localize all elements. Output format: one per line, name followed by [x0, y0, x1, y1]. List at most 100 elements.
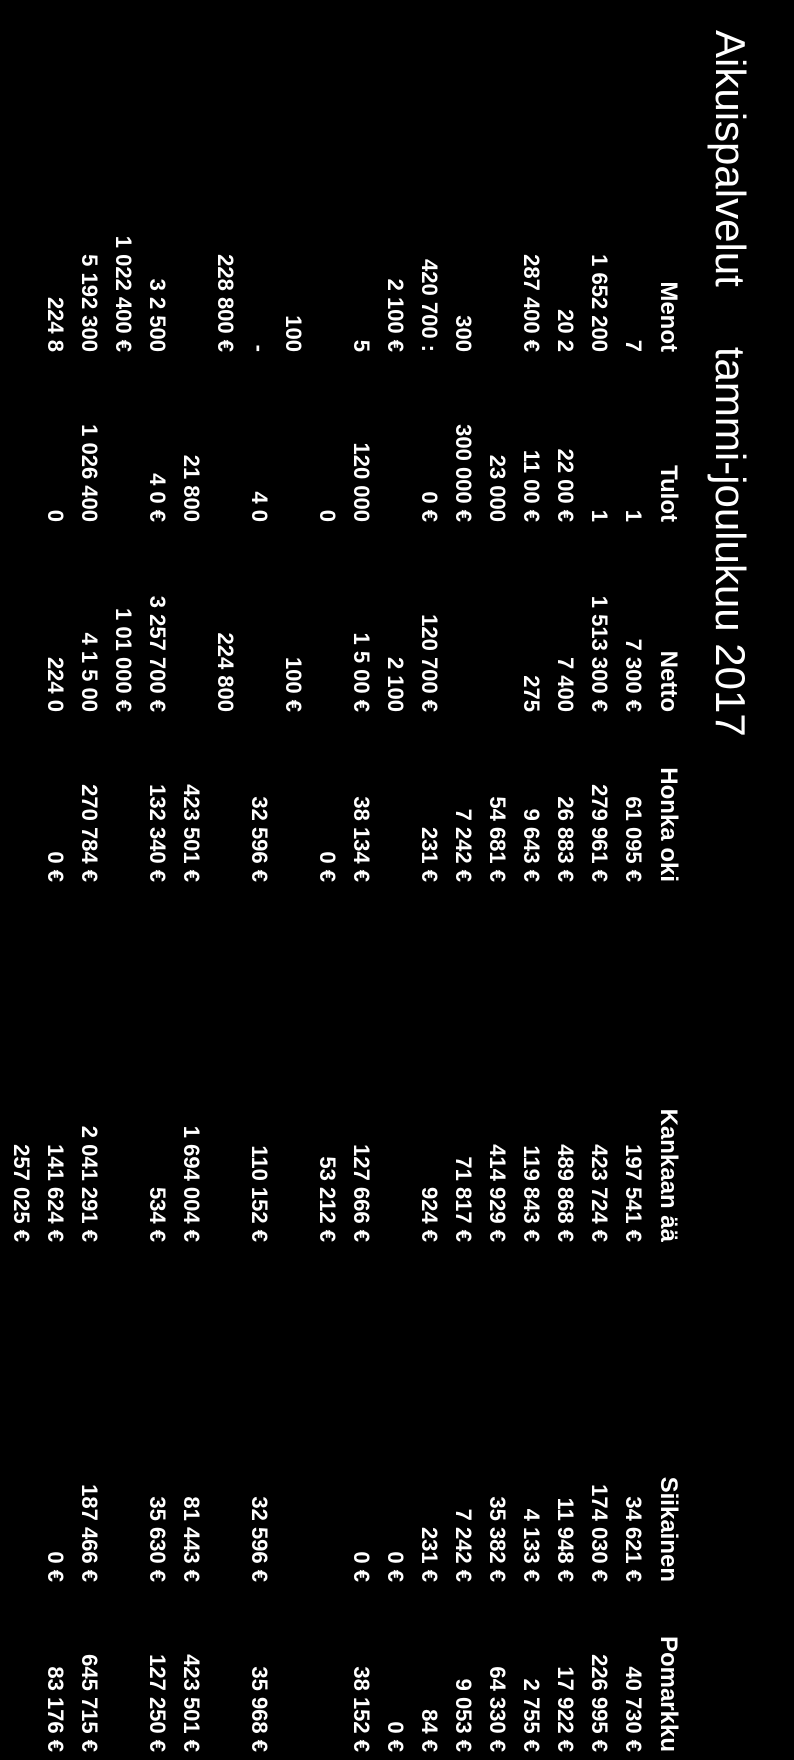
value-cell	[310, 530, 344, 720]
table-row: 23 00054 681 €414 929 €35 382 €64 330 €	[480, 30, 514, 1760]
table-row: -4 032 596 €110 152 €32 596 €35 968 €	[242, 30, 276, 1760]
value-cell	[4, 1250, 38, 1420]
value-cell: 287 400 €	[514, 170, 548, 360]
row-label-cell	[72, 30, 106, 170]
table-row: 00 €53 212 €	[310, 30, 344, 1760]
header-honka: Honka oki	[650, 720, 686, 890]
value-cell: 0 €	[38, 1420, 72, 1590]
table-row: 717 300 €61 095 €197 541 €34 621 €40 730…	[616, 30, 650, 1760]
row-label-cell	[480, 30, 514, 170]
header-gap1	[650, 890, 686, 1060]
value-cell	[412, 890, 446, 1060]
value-cell: 1 €	[0, 360, 4, 530]
value-cell	[480, 890, 514, 1060]
title-row: Aikuispalvelut tammi-joulukuu 2017	[706, 30, 754, 1705]
value-cell: 7 400	[548, 530, 582, 720]
value-cell	[446, 530, 480, 720]
value-cell: 81 443 €	[174, 1420, 208, 1590]
table-row: 420 700 :0 €120 700 €231 €924 €231 €84 €	[412, 30, 446, 1760]
value-cell: 1	[582, 360, 616, 530]
value-cell: 100	[276, 170, 310, 360]
value-cell: 20 2	[548, 170, 582, 360]
row-label-cell	[242, 30, 276, 170]
value-cell	[378, 890, 412, 1060]
value-cell	[38, 1250, 72, 1420]
table-body: 717 300 €61 095 €197 541 €34 621 €40 730…	[0, 30, 650, 1760]
row-label-cell	[514, 30, 548, 170]
value-cell	[310, 890, 344, 1060]
value-cell	[208, 360, 242, 530]
value-cell	[72, 1250, 106, 1420]
value-cell	[276, 890, 310, 1060]
table-row: 287 400 €11 00 €2759 643 €119 843 €4 133…	[514, 30, 548, 1760]
value-cell: 1 026 400	[72, 360, 106, 530]
value-cell: 22 00 €	[548, 360, 582, 530]
value-cell: 4 133 €	[514, 1420, 548, 1590]
value-cell: 120 700 €	[412, 530, 446, 720]
value-cell	[4, 170, 38, 360]
value-cell: 132 340 €	[140, 720, 174, 890]
value-cell: 11 948 €	[548, 1420, 582, 1590]
value-cell	[0, 1060, 4, 1250]
value-cell	[174, 530, 208, 720]
table-row: 21 800423 501 €1 694 004 €81 443 €423 50…	[174, 30, 208, 1760]
value-cell: 1 652 200	[582, 170, 616, 360]
value-cell	[106, 720, 140, 890]
value-cell	[38, 890, 72, 1060]
value-cell: 300 000 €	[446, 360, 480, 530]
value-cell: 53 212 €	[310, 1060, 344, 1250]
value-cell: 420 700 :	[412, 170, 446, 360]
value-cell: 447 €	[0, 530, 4, 720]
value-cell	[514, 890, 548, 1060]
header-blank	[650, 30, 686, 170]
value-cell	[4, 530, 38, 720]
value-cell: 141 624 €	[38, 1060, 72, 1250]
table-row: 3 2 5004 0 €3 257 700 €132 340 €534 €35 …	[140, 30, 174, 1760]
value-cell: 1 01 000 €	[106, 530, 140, 720]
value-cell	[276, 1250, 310, 1420]
table-row: 20 222 00 €7 40026 883 €489 868 €11 948 …	[548, 30, 582, 1760]
value-cell	[276, 720, 310, 890]
value-cell	[616, 1250, 650, 1420]
value-cell	[446, 1250, 480, 1420]
table-row: 224 80224 00 €141 624 €0 €83 176 €	[38, 30, 72, 1760]
header-tulot: Tulot	[650, 360, 686, 530]
value-cell: 1 022 400 €	[106, 170, 140, 360]
value-cell	[72, 890, 106, 1060]
table-row: 5120 0001 5 00 €38 134 €127 666 €0 €38 1…	[344, 30, 378, 1760]
report-page: Aikuispalvelut tammi-joulukuu 2017 Menot…	[0, 0, 794, 1735]
row-label-cell	[548, 30, 582, 170]
value-cell: 4 0 €	[140, 360, 174, 530]
value-cell	[514, 1250, 548, 1420]
value-cell	[0, 1250, 4, 1420]
value-cell	[310, 1250, 344, 1420]
value-cell: 32 596 €	[242, 1420, 276, 1590]
value-cell: 0 €	[38, 720, 72, 890]
value-cell: 423 501 €	[174, 720, 208, 890]
value-cell	[174, 890, 208, 1060]
value-cell: 54 681 €	[480, 720, 514, 890]
value-cell: 13 410 €	[0, 1420, 4, 1590]
value-cell	[4, 360, 38, 530]
value-cell	[208, 890, 242, 1060]
value-cell: 224 0	[38, 530, 72, 720]
value-cell	[548, 1250, 582, 1420]
value-cell	[208, 1060, 242, 1250]
value-cell	[344, 1250, 378, 1420]
value-cell: 228 800 €	[208, 170, 242, 360]
value-cell: 26 883 €	[548, 720, 582, 890]
value-cell: 300	[446, 170, 480, 360]
row-label-cell	[412, 30, 446, 170]
value-cell: 2 100	[378, 530, 412, 720]
value-cell	[140, 890, 174, 1060]
value-cell: 61 095 €	[616, 720, 650, 890]
value-cell: 2 100 €	[378, 170, 412, 360]
row-label-cell	[616, 30, 650, 170]
value-cell: 38 134 €	[344, 720, 378, 890]
header-menot: Menot	[650, 170, 686, 360]
value-cell	[412, 1250, 446, 1420]
value-cell	[208, 1420, 242, 1590]
value-cell: 32 596 €	[242, 720, 276, 890]
value-cell: 0 €	[310, 720, 344, 890]
value-cell: 5	[344, 170, 378, 360]
